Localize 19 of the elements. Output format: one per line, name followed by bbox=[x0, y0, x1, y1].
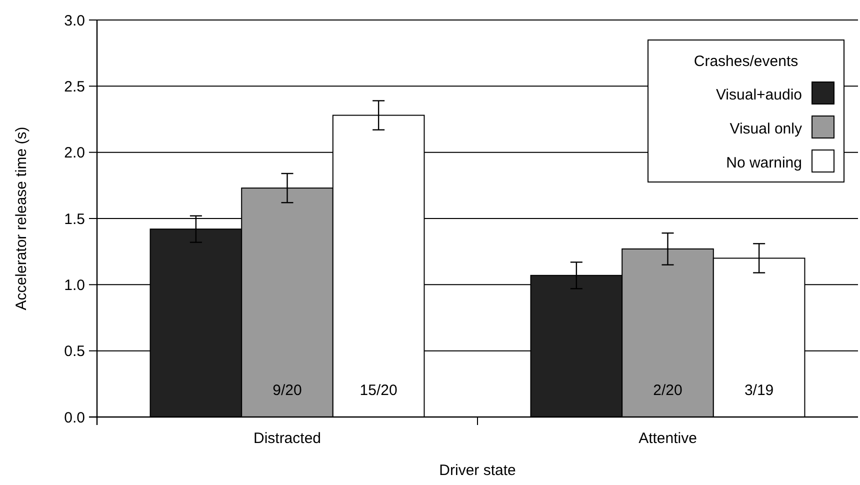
x-axis-title: Driver state bbox=[439, 462, 516, 479]
data-label: 3/19 bbox=[744, 382, 774, 399]
y-tick-label: 1.0 bbox=[64, 276, 85, 294]
data-label: 15/20 bbox=[360, 382, 398, 399]
y-tick-label: 0.0 bbox=[64, 409, 85, 426]
legend-label: No warning bbox=[726, 154, 802, 172]
data-label: 2/20 bbox=[653, 382, 682, 399]
legend-label: Visual+audio bbox=[716, 86, 802, 104]
y-tick-label: 2.5 bbox=[64, 78, 85, 96]
y-tick-label: 1.5 bbox=[64, 210, 85, 228]
y-tick-label: 2.0 bbox=[64, 144, 85, 162]
x-tick-label: Distracted bbox=[253, 430, 322, 447]
y-tick-label: 0.5 bbox=[64, 343, 85, 360]
y-axis-title: Accelerator release time (s) bbox=[13, 126, 30, 310]
legend-label: Visual only bbox=[730, 120, 802, 138]
y-tick-label: 3.0 bbox=[64, 12, 85, 30]
legend-title: Crashes/events bbox=[694, 53, 798, 70]
data-label: 9/20 bbox=[272, 382, 302, 399]
x-tick-label: Attentive bbox=[638, 430, 697, 447]
